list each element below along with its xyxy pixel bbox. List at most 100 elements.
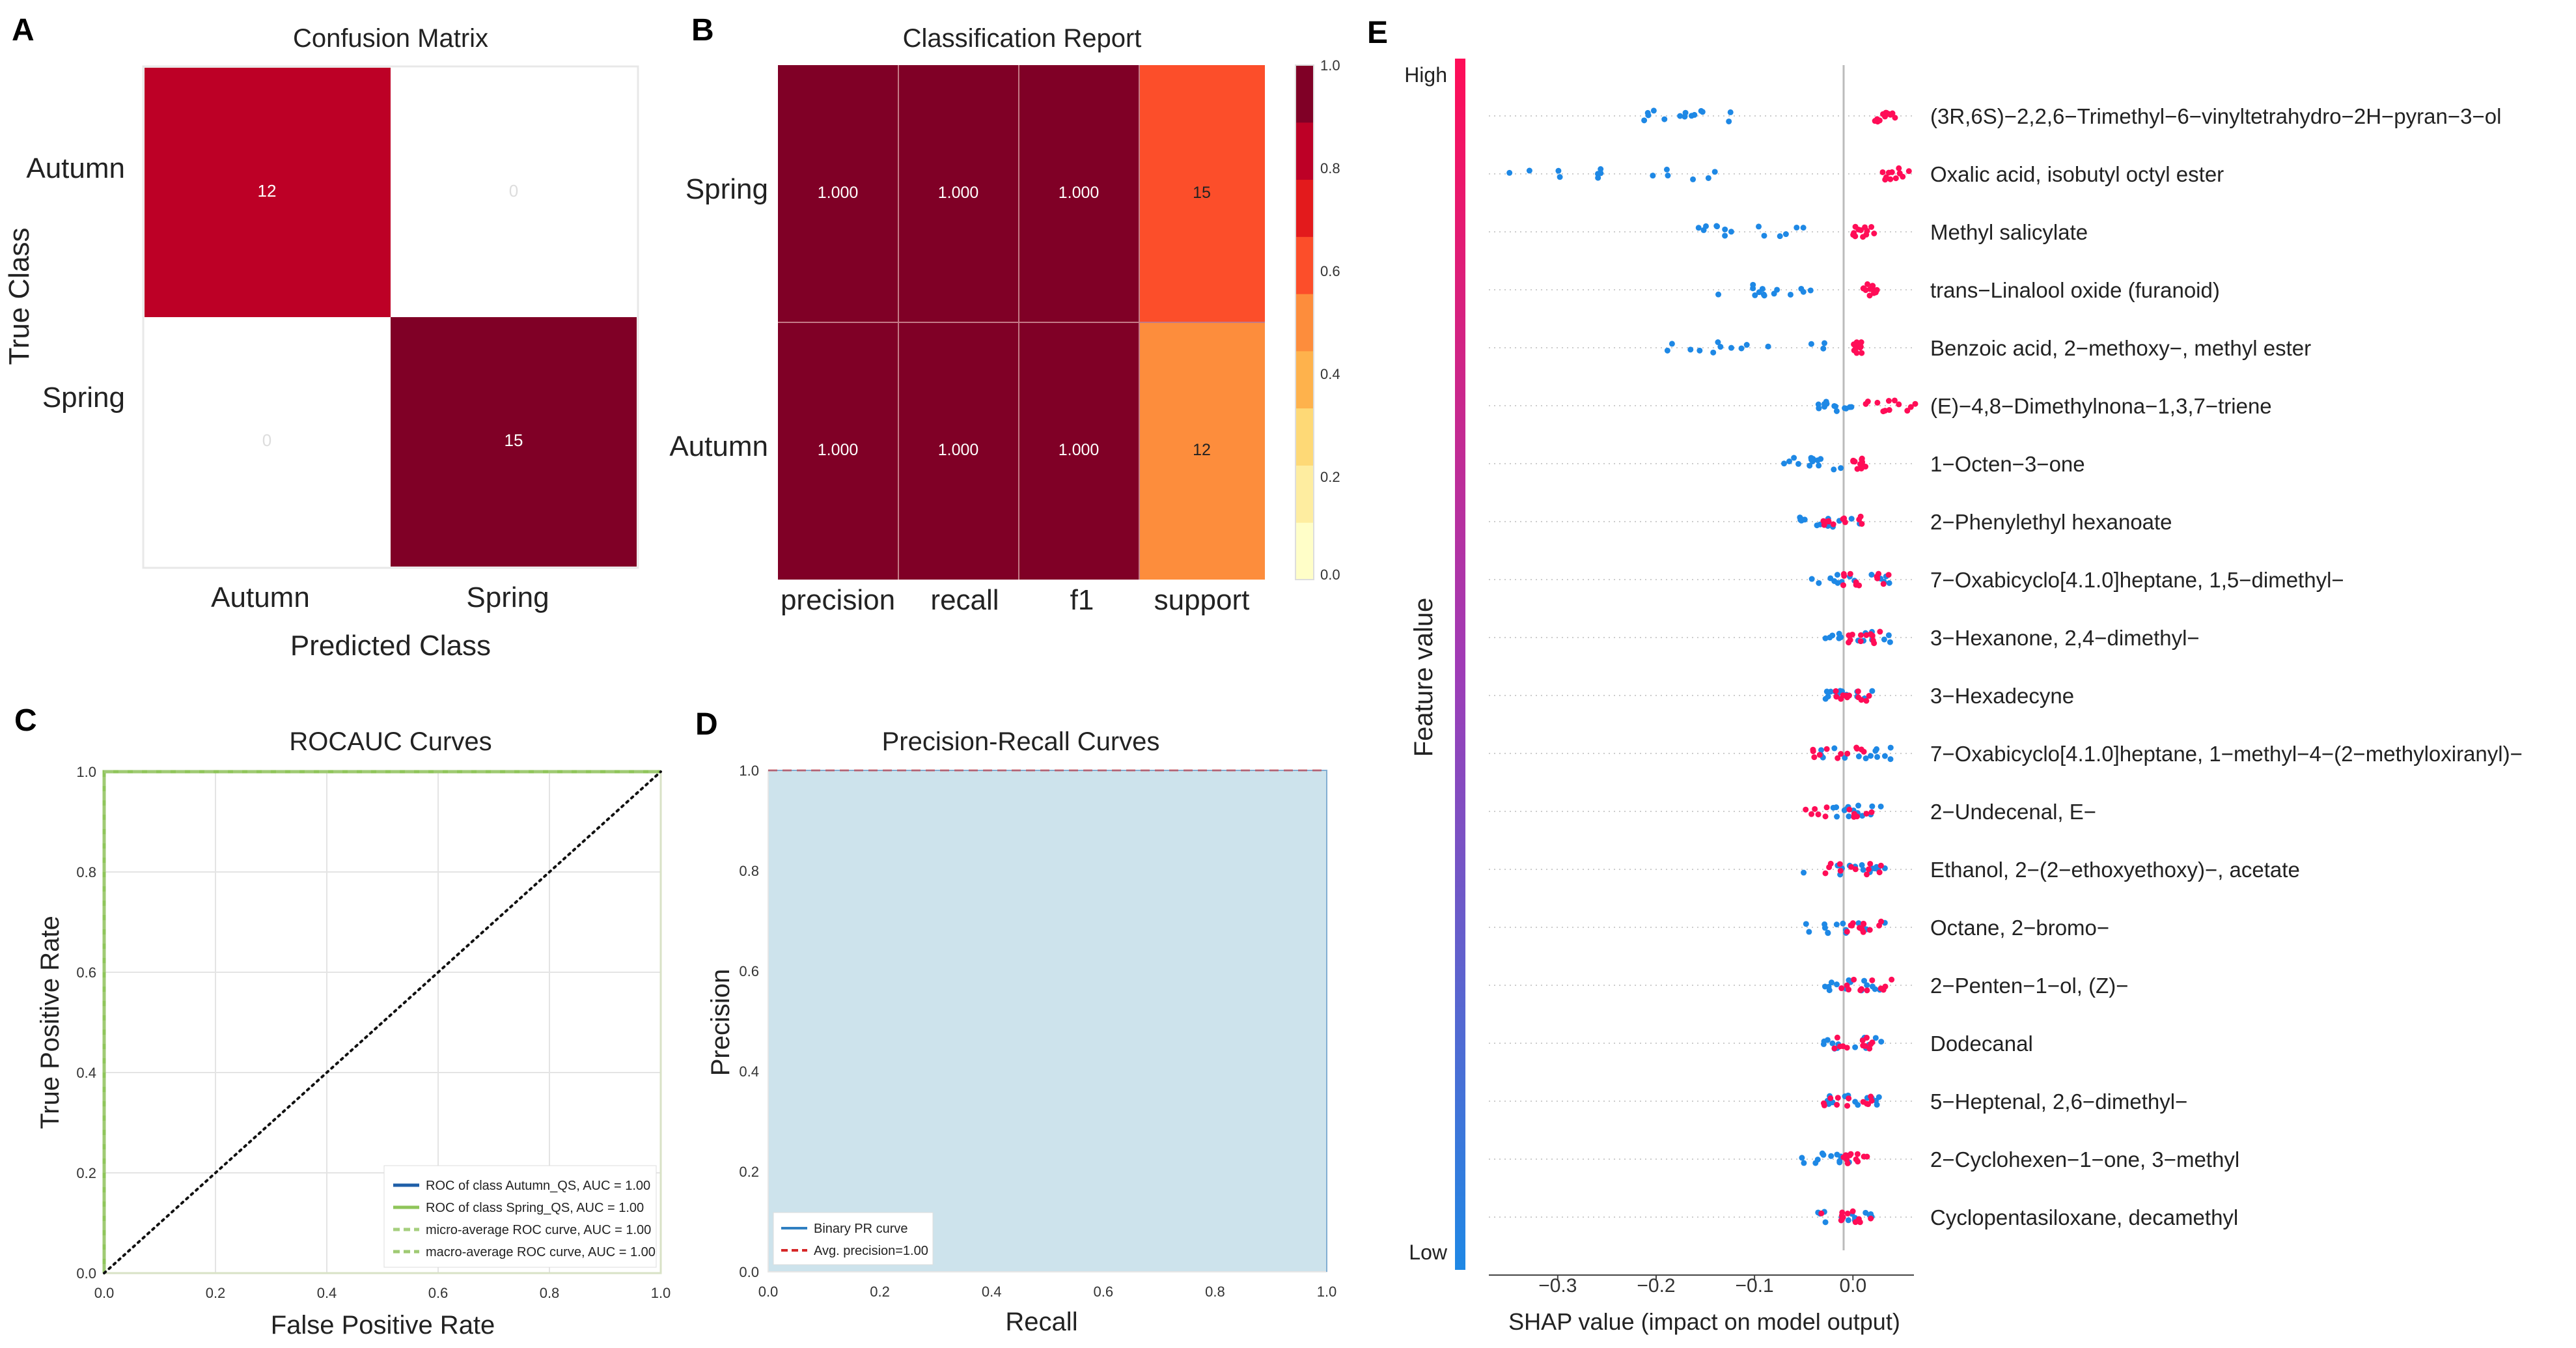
shap-point (1782, 231, 1789, 238)
shap-point (1855, 1102, 1861, 1108)
shap-point (1821, 340, 1828, 346)
cr-col-label-support: support (1154, 584, 1250, 616)
shap-point (1855, 688, 1861, 695)
shap-point (1857, 987, 1864, 994)
shap-feature-label: Benzoic acid, 2−methoxy−, methyl ester (1930, 336, 2311, 360)
shap-point (1864, 281, 1871, 287)
cr-value-autumn-support: 12 (1193, 441, 1211, 459)
panel-d-letter: D (695, 707, 718, 742)
shap-point (1682, 109, 1689, 116)
cr-cell-spring-support[interactable] (1139, 65, 1265, 322)
cr-cell-autumn-recall[interactable] (898, 322, 1019, 580)
shap-point (1860, 920, 1866, 927)
shap-point (1771, 290, 1777, 297)
cm-value-autumn-spring: 0 (509, 181, 518, 201)
shap-point (1838, 465, 1844, 471)
shap-point (1868, 1215, 1874, 1222)
shap-point (1833, 981, 1840, 988)
shap-point (1887, 744, 1894, 751)
shap-point (1810, 746, 1816, 753)
shap-point (1853, 1156, 1859, 1162)
shap-point (1855, 226, 1862, 232)
shap-point (1869, 977, 1876, 983)
cm-cell-autumn-spring[interactable] (391, 68, 637, 317)
shap-point (1864, 1153, 1870, 1160)
shap-point (1765, 343, 1771, 350)
shap-point (1881, 636, 1887, 643)
pr-ticks: 0.0 0.2 0.4 0.6 0.8 1.0 0.0 0.2 0.4 0.6 0.8 1.0 (739, 763, 1336, 1300)
cr-colorbar-segment (1295, 65, 1314, 123)
pr-y-tick-label: 1.0 (739, 763, 759, 779)
cr-cell-autumn-support[interactable] (1139, 322, 1265, 580)
shap-point (1837, 867, 1844, 874)
shap-point (1856, 516, 1863, 523)
shap-point (1812, 1160, 1819, 1166)
cr-cell-spring-precision[interactable] (778, 65, 898, 322)
shap-point (1825, 694, 1831, 700)
shap-point (1752, 292, 1758, 298)
shap-point (1876, 570, 1882, 577)
shap-point (1800, 225, 1807, 231)
shap-point (1907, 404, 1914, 410)
shap-point (1833, 921, 1840, 928)
cm-cell-spring-spring[interactable] (391, 317, 637, 567)
shap-point (1859, 456, 1865, 463)
shap-point (1846, 813, 1852, 820)
shap-point (1717, 344, 1724, 350)
shap-point (1874, 746, 1880, 752)
cr-cell-autumn-precision[interactable] (778, 322, 898, 580)
shap-colorbar (1455, 59, 1465, 1270)
cr-colorbar-segment (1295, 122, 1314, 180)
shap-point (1868, 224, 1875, 231)
shap-point (1823, 688, 1830, 695)
shap-point (1595, 175, 1601, 181)
shap-point (1876, 117, 1883, 124)
roc-series-line-3[interactable] (102, 770, 661, 1273)
cr-cell-spring-f1[interactable] (1019, 65, 1139, 322)
shap-feature-label: 3−Hexadecyne (1930, 684, 2074, 708)
shap-point (1837, 688, 1844, 694)
shap-point (1838, 985, 1845, 992)
cr-row-label-autumn: Autumn (669, 430, 768, 462)
shap-point (1834, 813, 1840, 820)
shap-point (1853, 744, 1860, 751)
shap-point (1868, 1041, 1874, 1047)
shap-point (1868, 631, 1874, 638)
shap-point (1886, 407, 1892, 414)
shap-point (1836, 861, 1843, 867)
shap-point (1851, 341, 1857, 348)
shap-point (1858, 632, 1864, 638)
shap-point (1845, 1217, 1851, 1224)
cm-cell-spring-autumn[interactable] (145, 317, 391, 567)
cr-value-spring-f1: 1.000 (1059, 184, 1100, 202)
shap-point (1842, 519, 1848, 526)
shap-point (1840, 920, 1846, 927)
cr-cell-spring-recall[interactable] (898, 65, 1019, 322)
shap-point (1847, 570, 1853, 577)
cr-value-autumn-f1: 1.000 (1059, 441, 1100, 459)
shap-point (1849, 1208, 1856, 1215)
shap-point (1677, 113, 1683, 119)
shap-point (1786, 458, 1792, 464)
shap-point (1846, 632, 1852, 639)
shap-point (1822, 870, 1829, 877)
roc-y-tick-label: 0.4 (76, 1065, 96, 1081)
shap-point (1871, 231, 1877, 237)
pr-y-tick-label: 0.4 (739, 1063, 759, 1080)
shap-point (1874, 399, 1881, 406)
roc-y-tick-label: 1.0 (76, 764, 96, 780)
cr-colorbar-segment (1295, 408, 1314, 466)
shap-point (1848, 516, 1855, 522)
shap-point (1896, 401, 1902, 408)
shap-point (1860, 285, 1866, 292)
cr-value-spring-recall: 1.000 (938, 184, 979, 202)
shap-point (1855, 802, 1862, 809)
shap-point (1861, 748, 1867, 755)
cr-cell-autumn-f1[interactable] (1019, 322, 1139, 580)
pr-legend-label: Binary PR curve (814, 1222, 908, 1236)
shap-point (1855, 920, 1862, 927)
cm-cell-autumn-autumn[interactable] (145, 68, 391, 317)
cr-value-spring-support: 15 (1193, 184, 1211, 202)
shap-point (1859, 520, 1865, 527)
shap-feature-label: 1−Octen−3−one (1930, 452, 2085, 476)
